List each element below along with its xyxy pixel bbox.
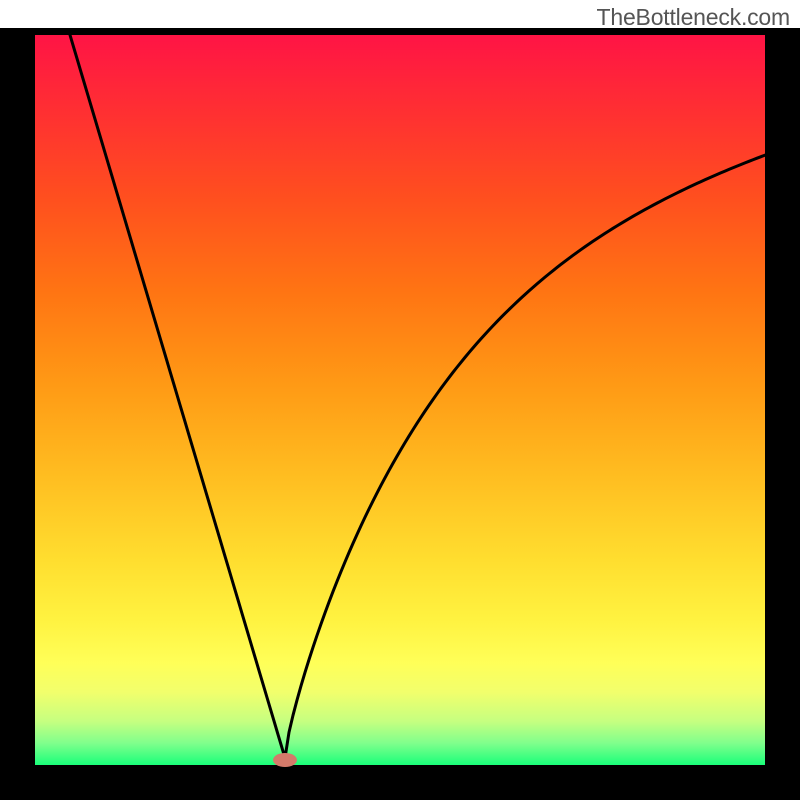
- minimum-marker: [273, 753, 297, 767]
- bottleneck-chart: [0, 0, 800, 800]
- watermark-label: TheBottleneck.com: [597, 4, 790, 31]
- chart-container: TheBottleneck.com: [0, 0, 800, 800]
